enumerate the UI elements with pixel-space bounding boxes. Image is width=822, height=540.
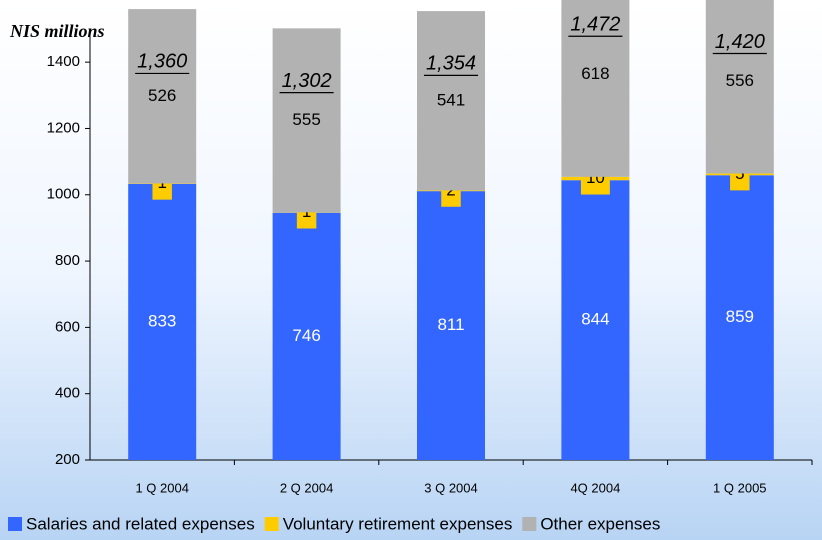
y-tick-label: 800 <box>55 252 80 269</box>
y-tick-label: 1400 <box>47 53 80 70</box>
legend-label: Salaries and related expenses <box>26 514 255 533</box>
y-tick-label: 1000 <box>47 186 80 203</box>
bar-segment <box>272 28 341 213</box>
value-label: 746 <box>292 326 320 345</box>
y-tick-label: 400 <box>55 385 80 402</box>
bar-segment <box>417 11 485 191</box>
total-label: 1,302 <box>282 70 332 92</box>
x-tick-label: 2 Q 2004 <box>280 480 334 495</box>
value-label: 526 <box>148 86 176 105</box>
bar-segment <box>128 9 197 184</box>
value-label: 556 <box>726 71 754 90</box>
value-label: 541 <box>437 90 465 109</box>
bar-segment <box>705 0 774 174</box>
legend-label: Other expenses <box>540 514 660 533</box>
bar-segment <box>561 0 630 177</box>
bar-segment <box>705 175 774 460</box>
legend-swatch <box>522 517 537 531</box>
x-tick-label: 4Q 2004 <box>570 480 620 495</box>
bar-segment <box>417 191 485 460</box>
total-label: 1,360 <box>137 51 187 73</box>
value-label: 811 <box>437 315 464 334</box>
x-tick-label: 1 Q 2004 <box>135 480 189 495</box>
bar-segment <box>272 212 341 460</box>
legend-swatch <box>264 517 279 531</box>
bar-segment <box>561 180 630 461</box>
y-tick-label: 200 <box>55 451 80 468</box>
total-label: 1,420 <box>715 31 765 53</box>
total-label: 1,354 <box>426 53 476 75</box>
x-tick-label: 1 Q 2005 <box>713 480 767 495</box>
legend-label: Voluntary retirement expenses <box>283 514 513 533</box>
bar-segment <box>128 183 197 460</box>
legend-swatch <box>8 517 22 531</box>
total-label: 1,472 <box>570 14 620 36</box>
value-label: 844 <box>581 310 609 329</box>
value-label: 859 <box>726 307 754 326</box>
value-label: 618 <box>581 64 609 83</box>
value-label: 833 <box>148 311 176 330</box>
value-label: 555 <box>292 110 320 129</box>
chart-title: NIS millions <box>9 21 105 41</box>
x-tick-label: 3 Q 2004 <box>424 480 478 495</box>
y-tick-label: 1200 <box>47 119 80 136</box>
y-tick-label: 600 <box>55 318 80 335</box>
